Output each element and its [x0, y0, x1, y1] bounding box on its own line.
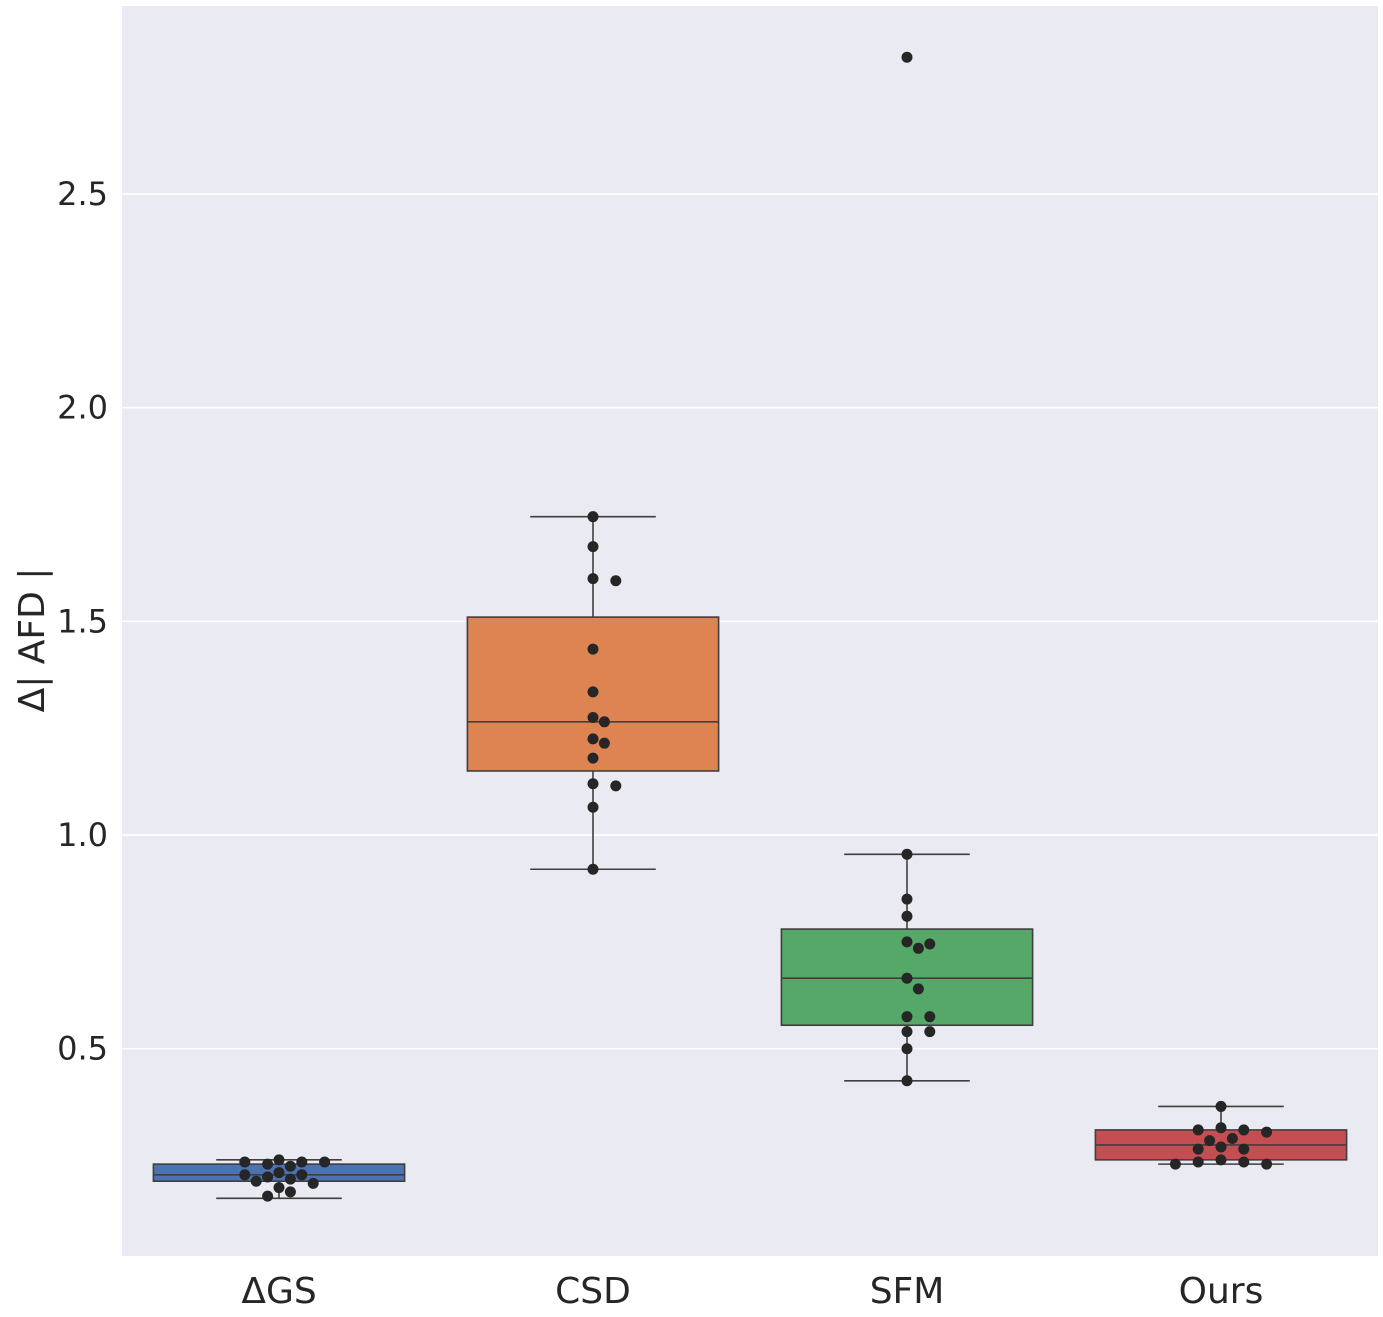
data-point — [610, 780, 622, 792]
y-tick-label: 0.5 — [57, 1030, 108, 1068]
data-point — [598, 716, 610, 728]
data-point — [284, 1186, 296, 1198]
data-point — [1261, 1126, 1273, 1138]
data-point — [901, 972, 913, 984]
y-tick-label: 2.5 — [57, 175, 108, 213]
data-point — [1238, 1143, 1250, 1155]
x-tick-label: SFM — [870, 1271, 945, 1312]
data-point — [273, 1182, 285, 1194]
data-point — [1215, 1141, 1227, 1153]
data-point — [912, 983, 924, 995]
data-point — [1215, 1154, 1227, 1166]
points-group-1 — [239, 1154, 331, 1202]
data-point — [284, 1160, 296, 1172]
data-point — [901, 910, 913, 922]
data-point — [901, 51, 913, 63]
points-group-2 — [587, 511, 622, 875]
data-point — [924, 1026, 936, 1038]
data-point — [1226, 1132, 1238, 1144]
data-point — [273, 1154, 285, 1166]
data-point — [273, 1167, 285, 1179]
data-point — [1192, 1124, 1204, 1136]
plot-background — [122, 6, 1378, 1256]
y-tick-label: 2.0 — [57, 389, 108, 427]
data-point — [239, 1156, 251, 1168]
data-point — [610, 575, 622, 587]
data-point — [1169, 1158, 1181, 1170]
data-point — [1204, 1135, 1216, 1147]
data-point — [587, 801, 599, 813]
data-point — [1215, 1122, 1227, 1134]
x-tick-label: ΔGS — [241, 1271, 316, 1312]
data-point — [284, 1173, 296, 1185]
y-axis-label: Δ| AFD | — [12, 568, 53, 713]
data-point — [1192, 1143, 1204, 1155]
data-point — [262, 1158, 274, 1170]
data-point — [587, 541, 599, 553]
data-point — [250, 1175, 262, 1187]
x-tick-labels: ΔGS CSD SFM Ours — [241, 1271, 1263, 1312]
data-point — [901, 848, 913, 860]
data-point — [901, 1011, 913, 1023]
data-point — [598, 737, 610, 749]
data-point — [1192, 1156, 1204, 1168]
data-point — [307, 1177, 319, 1189]
y-tick-label: 1.0 — [57, 816, 108, 854]
data-point — [587, 686, 599, 698]
data-point — [319, 1156, 331, 1168]
data-point — [587, 643, 599, 655]
swarm-points — [239, 51, 1273, 1202]
y-tick-labels: 0.5 1.0 1.5 2.0 2.5 — [57, 175, 108, 1068]
data-point — [262, 1190, 274, 1202]
data-point — [262, 1171, 274, 1183]
data-point — [587, 863, 599, 875]
data-point — [901, 893, 913, 905]
data-point — [1238, 1124, 1250, 1136]
data-point — [587, 511, 599, 523]
data-point — [587, 778, 599, 790]
data-point — [587, 573, 599, 585]
y-gridlines — [122, 193, 1378, 1050]
data-point — [901, 1026, 913, 1038]
data-point — [587, 752, 599, 764]
data-point — [1261, 1158, 1273, 1170]
data-point — [239, 1169, 251, 1181]
x-tick-label: CSD — [555, 1271, 631, 1312]
points-group-3 — [901, 51, 936, 1087]
y-tick-label: 1.5 — [57, 602, 108, 640]
data-point — [587, 712, 599, 724]
points-group-4 — [1169, 1100, 1273, 1170]
x-tick-label: Ours — [1179, 1271, 1264, 1312]
data-point — [1238, 1156, 1250, 1168]
data-point — [1215, 1100, 1227, 1112]
data-point — [901, 1043, 913, 1055]
data-point — [296, 1169, 308, 1181]
data-point — [912, 942, 924, 954]
data-point — [901, 1075, 913, 1087]
data-point — [924, 1011, 936, 1023]
data-point — [924, 938, 936, 950]
data-point — [901, 936, 913, 948]
data-point — [296, 1156, 308, 1168]
data-point — [587, 733, 599, 745]
